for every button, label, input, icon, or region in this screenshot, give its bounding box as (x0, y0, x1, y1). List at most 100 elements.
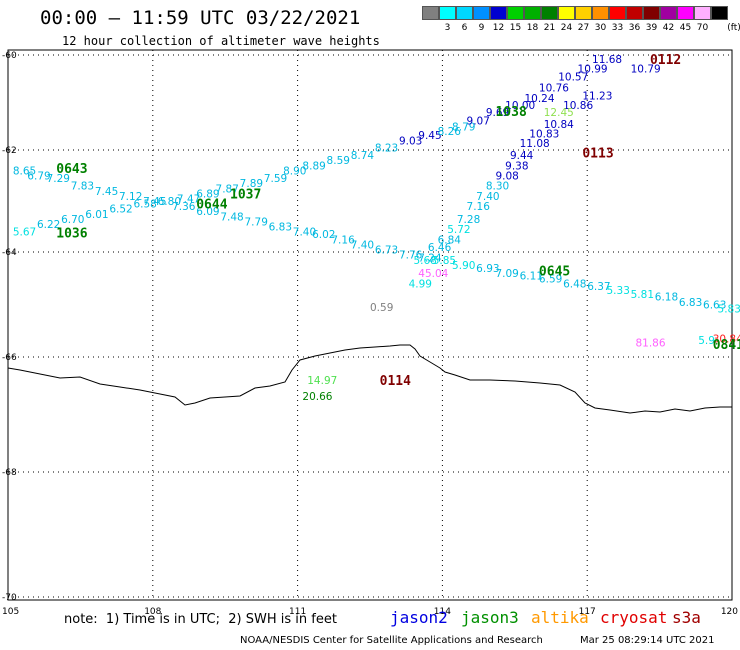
wave-height-label: 8.23 (375, 143, 398, 155)
wave-height-label: 7.48 (220, 211, 243, 223)
color-scale-swatch (490, 6, 507, 20)
color-scale-swatch (643, 6, 660, 20)
footer-note: note: 1) Time is in UTC; 2) SWH is in fe… (64, 612, 337, 627)
wave-height-label: 5.85 (433, 255, 456, 267)
wave-height-label: 10.24 (524, 93, 554, 105)
wave-height-label: 5.68 (413, 255, 436, 267)
lat-tick-label: -60 (2, 51, 17, 61)
wave-height-label: 6.89 (196, 188, 219, 200)
wave-height-label: 0.59 (370, 302, 393, 314)
legend-cryosat: cryosat (600, 608, 668, 627)
wave-height-label: 6.83 (679, 297, 702, 309)
wave-height-label: 5.83 (718, 304, 740, 316)
wave-height-label: 30.84 (713, 334, 740, 346)
wave-height-label: 7.40 (351, 239, 374, 251)
chart-title: 00:00 – 11:59 UTC 03/22/2021 (40, 7, 361, 29)
pass-time-label: 0644 (196, 198, 227, 213)
wave-height-label: 7.24 (418, 252, 442, 264)
lon-tick-label: 120 (721, 607, 738, 617)
wave-height-label: 8.89 (302, 160, 325, 172)
color-scale-label: 33 (611, 23, 624, 33)
wave-height-label: 9.07 (467, 116, 490, 128)
color-scale-swatch (711, 6, 728, 20)
wave-height-label: 6.48 (563, 279, 586, 291)
color-scale-unit: (ft) (727, 23, 740, 33)
wave-height-label: 6.46 (428, 242, 452, 254)
color-scale-swatch (694, 6, 711, 20)
color-scale-swatch (541, 6, 558, 20)
color-scale-label: 15 (509, 23, 522, 33)
pass-time-label: 0645 (539, 264, 570, 279)
wave-height-label: 9.69 (486, 107, 509, 119)
wave-height-label: 10.86 (563, 100, 593, 112)
wave-height-label: 7.09 (495, 268, 518, 280)
legend-s3a: s3a (672, 608, 701, 627)
color-scale-swatch (473, 6, 490, 20)
lat-tick-label: -68 (2, 468, 17, 478)
wave-height-label: 10.84 (544, 119, 574, 131)
wave-height-label: 10.00 (505, 100, 535, 112)
antarctic-coastline (7, 344, 732, 414)
wave-height-label: 6.63 (703, 300, 726, 312)
wave-height-label: 5.67 (13, 227, 36, 239)
lat-tick-label: -62 (2, 146, 17, 156)
wave-height-label: 7.16 (467, 201, 491, 213)
wave-height-label: 8.90 (283, 165, 306, 177)
color-scale-label: 30 (594, 23, 607, 33)
map-grid (7, 49, 733, 601)
wave-height-label: 7.28 (457, 214, 480, 226)
pass-time-label: 1038 (495, 105, 526, 120)
color-scale-label: 3 (444, 23, 451, 33)
wave-height-label: 7.83 (71, 181, 94, 193)
color-scale-label: 42 (662, 23, 675, 33)
observation-layer: 8.656.797.297.83 7.45 7.12 7.456.807.476.89… (13, 54, 740, 403)
wave-height-label: 7.45 (143, 196, 166, 208)
lon-tick-label: 114 (434, 607, 451, 617)
wave-height-label: 7.29 (47, 173, 70, 185)
color-scale-label: 21 (543, 23, 556, 33)
pass-time-label: 1037 (230, 187, 261, 202)
pass-time-label: 0113 (582, 147, 613, 162)
wave-height-label: 7.76 (399, 250, 423, 262)
legend-jason2: jason2 (390, 608, 448, 627)
footer-timestamp: Mar 25 08:29:14 UTC 2021 (580, 635, 715, 646)
wave-height-label: 6.84 (438, 234, 462, 246)
footer-credit: NOAA/NESDIS Center for Satellite Applica… (240, 635, 543, 646)
color-scale-swatch (660, 6, 677, 20)
color-scale-label: 9 (478, 23, 485, 33)
wave-height-label: 4.99 (409, 279, 432, 291)
color-scale-label: 45 (679, 23, 692, 33)
lat-tick-label: -70 (2, 593, 17, 603)
color-scale-swatch (422, 6, 439, 20)
wave-height-label: 10.57 (558, 71, 588, 83)
color-scale-label: 24 (560, 23, 573, 33)
wave-height-label: 7.36 (172, 201, 196, 213)
wave-height-label: 11.68 (592, 54, 622, 66)
wave-height-label: 6.58 (133, 199, 156, 211)
legend-altika: altika (531, 608, 589, 627)
lon-tick-label: 108 (144, 607, 161, 617)
wave-height-label: 14.97 (307, 375, 337, 387)
wave-height-label: 7.47 (177, 193, 200, 205)
wave-height-label: 5.33 (607, 285, 630, 297)
wave-height-label: 5.9 (698, 335, 715, 347)
wave-height-label: 7.59 (264, 173, 287, 185)
wave-height-label: 6.59 (539, 273, 562, 285)
legend-jason3: jason3 (461, 608, 519, 627)
wave-height-label: 7.89 (240, 178, 263, 190)
lat-tick-label: -66 (2, 353, 17, 363)
wave-height-label: 10.79 (631, 63, 661, 75)
wave-height-label: 81.86 (635, 337, 665, 349)
color-scale-label: 70 (696, 23, 709, 33)
wave-height-label: 6.83 (269, 222, 292, 234)
lon-tick-label: 105 (2, 607, 19, 617)
wave-height-label: 6.79 (27, 171, 50, 183)
color-scale-legend: 3 6 9 12 15 18 21 24 27 30 33 36 39 42 45 70 (ft) (422, 6, 740, 34)
wave-height-label: 6.80 (158, 196, 181, 208)
lon-tick-label: 117 (579, 607, 596, 617)
pass-time-label: 0643 (56, 162, 87, 177)
wave-height-label: 8.30 (486, 181, 509, 193)
lon-tick-label: 111 (289, 607, 306, 617)
wave-height-label: 6.22 (37, 219, 60, 231)
